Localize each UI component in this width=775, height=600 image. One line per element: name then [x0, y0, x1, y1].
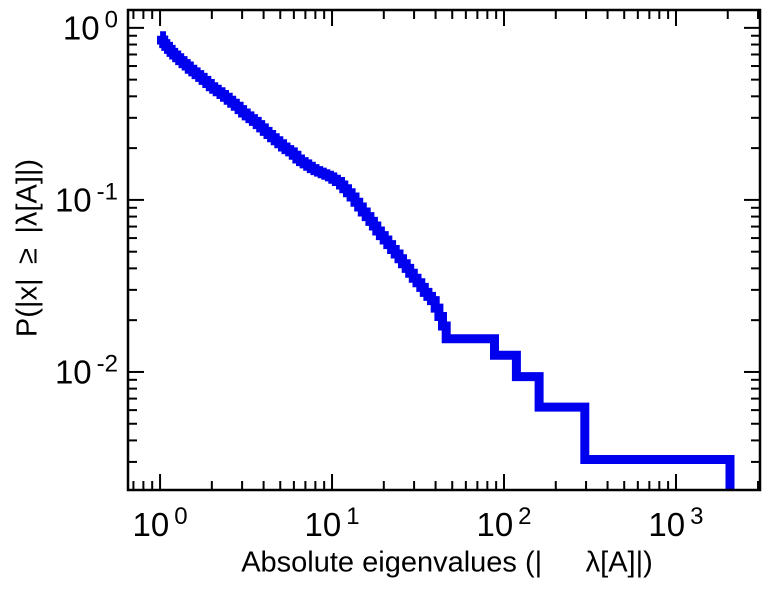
y-axis-tick-label: 10 0 — [62, 6, 118, 47]
x-axis-title: Absolute eigenvalues (| λ[A]|) — [241, 546, 653, 579]
x-axis-tick-label: 10 2 — [476, 503, 532, 543]
tick-marks — [128, 10, 760, 490]
x-axis-tick-label: 10 0 — [132, 503, 188, 543]
y-axis-tick-label: 10 -1 — [54, 178, 118, 219]
ccdf-step-line — [157, 31, 735, 490]
y-axis-tick-label: 10 -2 — [54, 350, 118, 391]
x-axis-tick-label: 10 3 — [648, 503, 704, 543]
y-axis-title: P(|x| ≥ |λ[A]|) — [11, 158, 44, 338]
plot-frame — [126, 8, 762, 492]
x-axis-tick-label: 10 1 — [304, 503, 360, 543]
